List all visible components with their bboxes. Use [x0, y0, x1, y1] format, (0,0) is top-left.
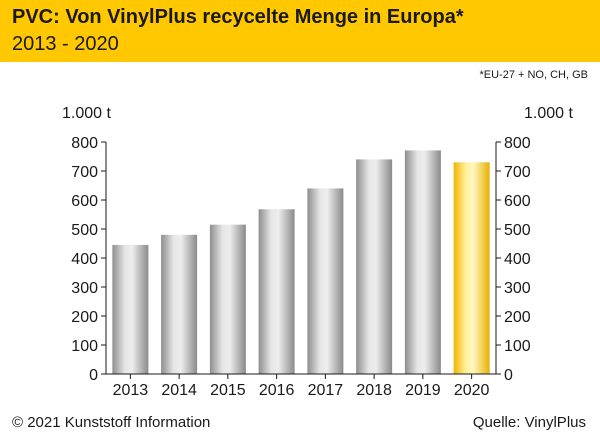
chart-title: PVC: Von VinylPlus recycelte Menge in Eu… [12, 6, 464, 28]
x-tick-label-2013: 2013 [113, 382, 149, 399]
x-tick-label-2020: 2020 [454, 382, 490, 399]
y-tick-label-left: 500 [71, 222, 98, 239]
y-tick-label-left: 600 [71, 193, 98, 210]
y-tick-label-left: 0 [89, 367, 98, 384]
x-tick-label-2017: 2017 [308, 382, 344, 399]
y-tick-label-left: 800 [71, 135, 98, 152]
x-tick-label-2015: 2015 [210, 382, 246, 399]
source-text: Quelle: VinylPlus [472, 414, 586, 431]
header-band [0, 0, 600, 62]
bar-2020 [453, 162, 490, 374]
y-tick-label-right: 300 [504, 280, 531, 297]
y-tick-label-right: 600 [504, 193, 531, 210]
bar-2017 [307, 188, 344, 374]
y-tick-label-right: 800 [504, 135, 531, 152]
y-tick-label-right: 400 [504, 251, 531, 268]
bar-2019 [404, 150, 441, 374]
bar-2014 [161, 234, 198, 374]
unit-label-right: 1.000 t [524, 105, 573, 122]
x-tick-label-2018: 2018 [356, 382, 392, 399]
y-tick-label-right: 200 [504, 309, 531, 326]
x-tick-label-2014: 2014 [161, 382, 197, 399]
bar-2015 [209, 224, 246, 374]
y-tick-label-left: 200 [71, 309, 98, 326]
region-footnote: *EU-27 + NO, CH, GB [479, 69, 588, 81]
y-tick-label-right: 700 [504, 164, 531, 181]
y-tick-label-right: 0 [504, 367, 513, 384]
chart-subtitle: 2013 - 2020 [12, 33, 119, 55]
x-tick-label-2019: 2019 [405, 382, 441, 399]
bar-2013 [112, 244, 149, 374]
bar-2016 [258, 209, 295, 374]
unit-label-left: 1.000 t [62, 105, 111, 122]
copyright-text: © 2021 Kunststoff Information [12, 414, 211, 431]
x-tick-label-2016: 2016 [259, 382, 295, 399]
y-tick-label-left: 100 [71, 338, 98, 355]
bar-chart: 1.000 t 1.000 t 0 0 100 100 200 200 300 300 400 4… [62, 105, 573, 399]
y-tick-label-left: 700 [71, 164, 98, 181]
y-tick-label-left: 300 [71, 280, 98, 297]
bar-2018 [356, 159, 393, 374]
y-tick-label-right: 100 [504, 338, 531, 355]
y-tick-label-right: 500 [504, 222, 531, 239]
y-tick-label-left: 400 [71, 251, 98, 268]
